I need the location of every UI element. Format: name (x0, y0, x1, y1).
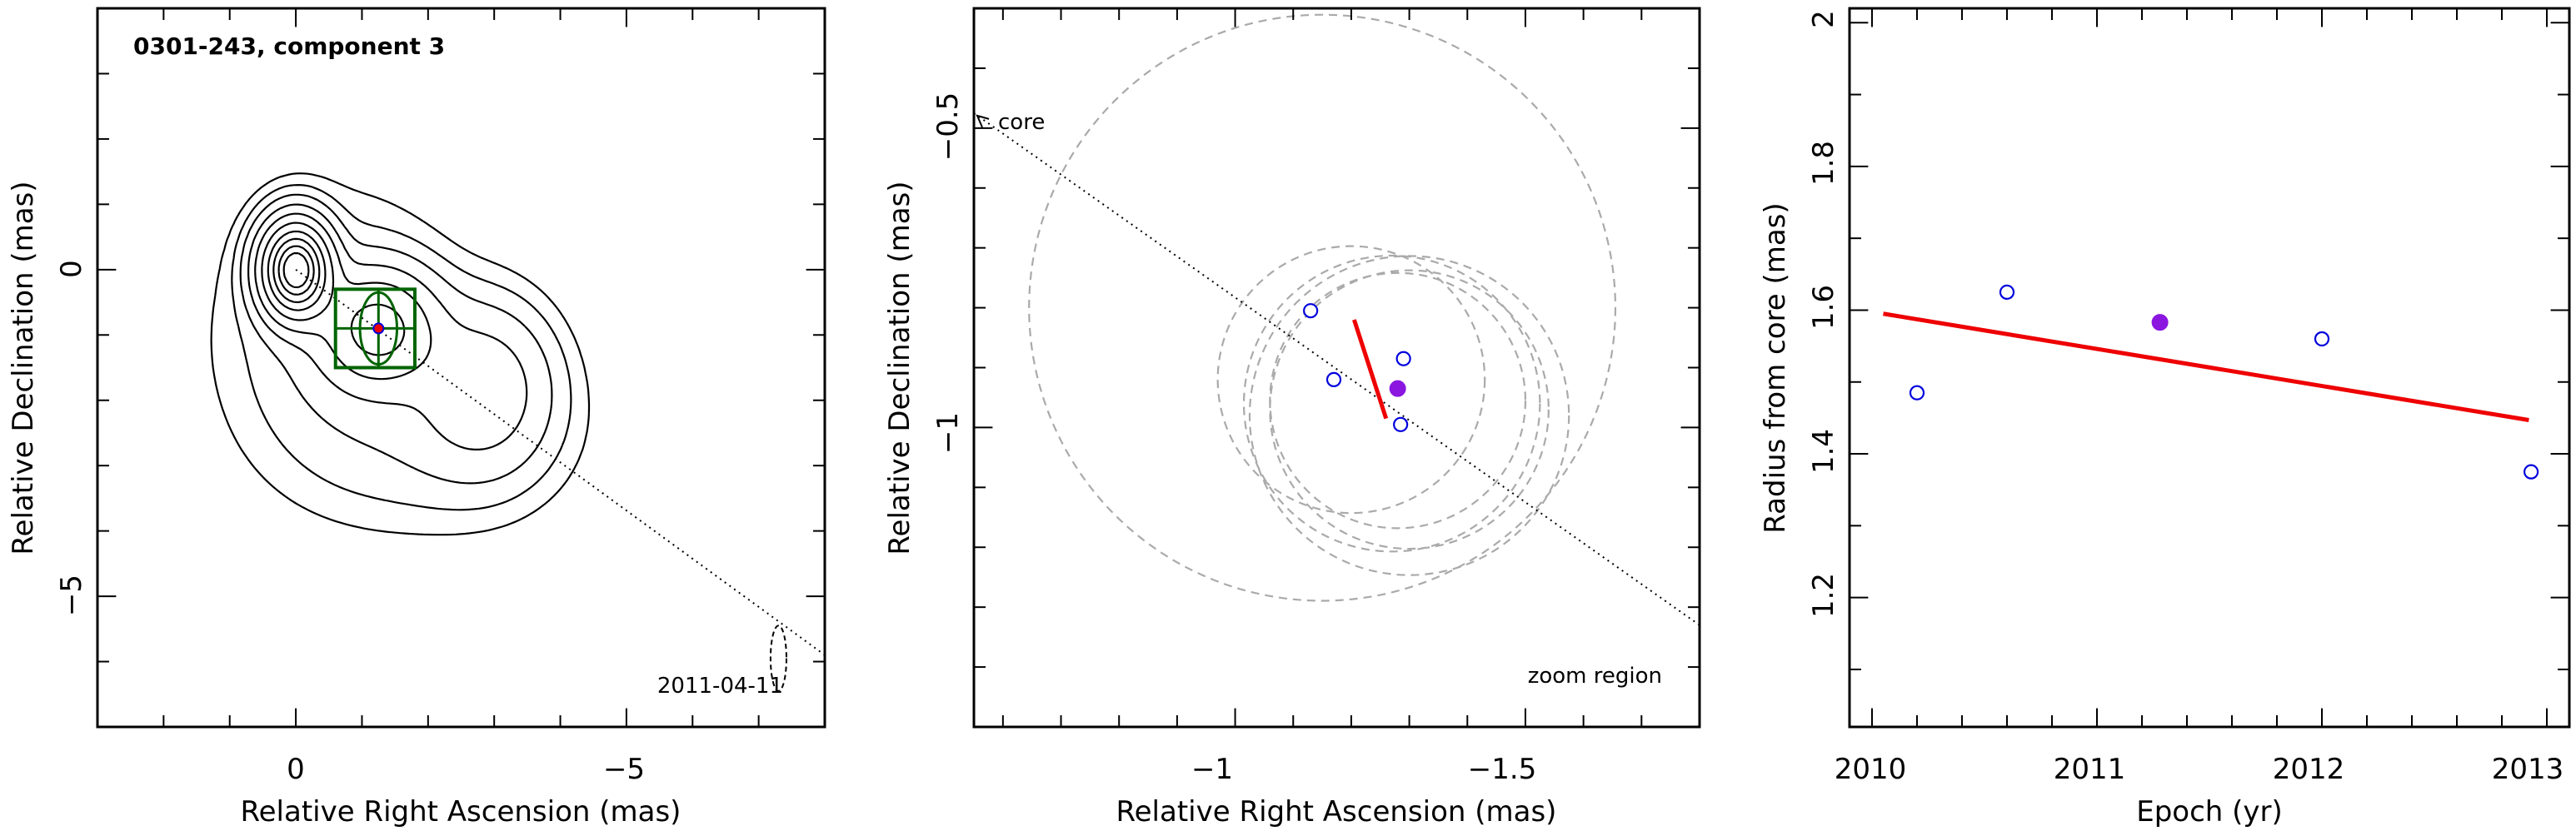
contour-level (282, 251, 310, 289)
contour-level (239, 193, 553, 485)
component-marker (372, 322, 385, 335)
epoch-point-filled (1389, 380, 1406, 397)
p2-xtick-0: −1 (1191, 753, 1233, 786)
p2-ylabel: Relative Declination (mas) (883, 181, 916, 555)
fit-line (1883, 311, 2529, 422)
contour-overlays (295, 269, 826, 692)
p1-ytick-0: 0 (55, 260, 88, 278)
p3-ytick-3: 1.8 (1807, 141, 1840, 186)
p1-title: 0301-243, component 3 (133, 32, 445, 60)
epoch-point-open (1325, 371, 1342, 387)
epoch-point-open (1393, 416, 1409, 432)
p2-xlabel: Relative Right Ascension (mas) (1116, 795, 1557, 829)
p3-xtick-3: 2013 (2492, 753, 2564, 786)
panel-zoom-region: core zoom region −1 −1.5 −0.5 −1 Relativ… (883, 7, 1701, 829)
fit-segment (1352, 319, 1389, 420)
p2-ticks (974, 7, 1700, 728)
epoch-point-open (1999, 284, 2015, 300)
p3-ytick-2: 1.6 (1807, 285, 1840, 330)
beam-ellipse (769, 625, 787, 692)
epoch-point-filled (2151, 314, 2169, 331)
p3-ytick-0: 1.2 (1807, 573, 1840, 618)
error-circle (1028, 13, 1617, 602)
epoch-point-open (2524, 464, 2539, 480)
p1-ytick-1: −5 (55, 575, 88, 616)
error-circle (1242, 254, 1541, 553)
contour-level (254, 212, 432, 381)
p3-xtick-1: 2011 (2054, 753, 2126, 786)
p2-frame (972, 7, 1701, 729)
panel-radius-vs-epoch: 2010 2011 2012 2013 1.2 1.4 1.6 1.8 2 Ep… (1759, 7, 2571, 829)
contour-level (277, 245, 315, 296)
epoch-point-open (1909, 385, 1925, 401)
p3-frame (1848, 7, 2571, 729)
p1-xlabel: Relative Right Ascension (mas) (241, 795, 681, 829)
jet-direction-line (295, 269, 826, 656)
p1-frame (96, 7, 826, 729)
epoch-point-open (1303, 303, 1319, 319)
contour-level (231, 184, 572, 511)
contour-level (267, 230, 327, 311)
contour-level (272, 237, 321, 304)
p2-ytick-0: −0.5 (931, 92, 965, 162)
panel-contour-map: 0301-243, component 3 2011-04-11 0 −5 0 … (7, 7, 826, 829)
p3-ytick-4: 2 (1807, 10, 1840, 28)
p3-ticks (1850, 8, 2569, 727)
p3-ytick-1: 1.4 (1807, 429, 1840, 474)
epoch-point-open (2314, 331, 2330, 347)
p3-ylabel: Radius from core (mas) (1759, 202, 1792, 533)
p1-ticks (97, 7, 826, 728)
p2-core-label: core (998, 110, 1045, 135)
contour-lines (210, 172, 591, 536)
jet-direction-line (974, 112, 1700, 626)
p1-ylabel: Relative Declination (mas) (7, 181, 40, 555)
contour-level (210, 172, 591, 536)
p2-ytick-1: −1 (931, 412, 965, 454)
p2-xtick-1: −1.5 (1468, 753, 1537, 786)
zoom-plot-marks (974, 13, 1700, 626)
error-circle (1269, 269, 1550, 550)
p2-region-label: zoom region (1528, 664, 1662, 689)
p1-xtick-1: −5 (603, 753, 645, 786)
error-circle (1216, 245, 1486, 515)
p3-xtick-0: 2010 (1835, 753, 1907, 786)
p2-clipped (974, 13, 1700, 626)
epoch-point-open (1395, 351, 1411, 366)
radius-plot-marks (1883, 284, 2539, 480)
p1-xtick-0: 0 (287, 753, 305, 786)
p3-xlabel: Epoch (yr) (2136, 795, 2283, 829)
contour-level (247, 203, 528, 450)
p1-date-label: 2011-04-11 (657, 674, 783, 699)
p3-xtick-2: 2012 (2273, 753, 2345, 786)
core-arrow-icon (976, 114, 990, 128)
